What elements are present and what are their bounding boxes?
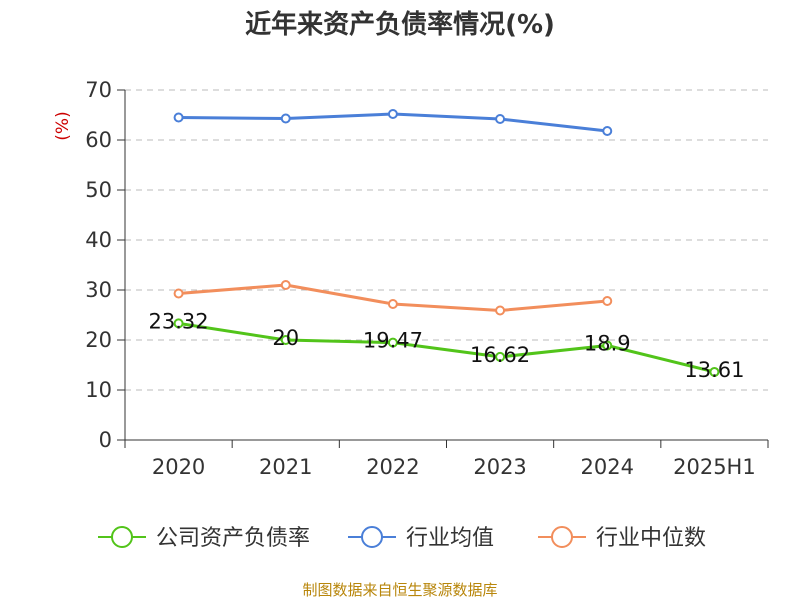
axes: 0 10 20 30 40 50 60 70 2020 2021 2022 2023 2024 2025H…	[85, 78, 769, 479]
y-tick-label: 0	[99, 428, 112, 452]
data-point	[602, 126, 613, 136]
series-0	[173, 318, 720, 377]
legend-label: 行业中位数	[596, 526, 706, 551]
legend[interactable]: 公司资产负债率 行业均值 行业中位数	[98, 526, 706, 551]
data-point	[280, 113, 291, 124]
data-label: 19.47	[363, 329, 423, 353]
data-point	[602, 340, 613, 351]
data-label: 16.62	[470, 343, 530, 367]
y-tick-label: 10	[85, 378, 112, 402]
data-point	[495, 351, 506, 362]
y-tick-label: 60	[85, 128, 112, 152]
data-point	[280, 335, 291, 345]
data-point	[173, 288, 184, 299]
data-point	[387, 299, 398, 309]
data-label: 13.61	[684, 358, 744, 382]
legend-marker	[111, 526, 133, 548]
data-label: 20	[272, 326, 299, 350]
y-tick-label: 70	[85, 78, 112, 102]
data-point	[709, 366, 720, 377]
data-point	[495, 114, 506, 124]
x-tick-label: 2025H1	[673, 455, 756, 479]
y-tick-label: 40	[85, 228, 112, 252]
series-2	[173, 280, 613, 316]
legend-item-0[interactable]: 公司资产负债率	[98, 526, 310, 551]
chart-title: 近年来资产负债率情况(%)	[245, 9, 555, 40]
data-point	[173, 112, 184, 123]
x-tick-label: 2023	[473, 455, 526, 479]
legend-marker	[361, 526, 383, 548]
y-tick-label: 30	[85, 278, 112, 302]
x-tick-label: 2021	[259, 455, 312, 479]
x-tick-label: 2022	[366, 455, 419, 479]
source-note: 制图数据来自恒生聚源数据库	[302, 581, 497, 599]
y-axis-unit: (%)	[53, 111, 73, 140]
data-labels: 23.32 20 19.47 16.62 18.9 13.61	[149, 309, 745, 382]
legend-marker	[551, 526, 573, 548]
data-point	[495, 305, 506, 316]
series-line	[178, 321, 715, 374]
grid-lines	[125, 89, 768, 391]
x-tick-label: 2024	[581, 455, 634, 479]
data-point	[173, 318, 184, 329]
series-layer	[173, 109, 720, 377]
data-point	[387, 337, 398, 348]
legend-item-1[interactable]: 行业均值	[348, 526, 494, 551]
data-point	[387, 109, 398, 119]
legend-label: 行业均值	[406, 526, 494, 551]
data-label: 18.9	[584, 332, 631, 356]
legend-label: 公司资产负债率	[156, 526, 310, 551]
y-tick-label: 50	[85, 178, 112, 202]
x-tick-label: 2020	[152, 455, 205, 479]
series-1	[173, 109, 613, 136]
y-tick-label: 20	[85, 328, 112, 352]
legend-item-2[interactable]: 行业中位数	[538, 526, 706, 551]
data-point	[602, 296, 613, 306]
data-point	[280, 280, 291, 290]
data-label: 23.32	[149, 309, 209, 333]
